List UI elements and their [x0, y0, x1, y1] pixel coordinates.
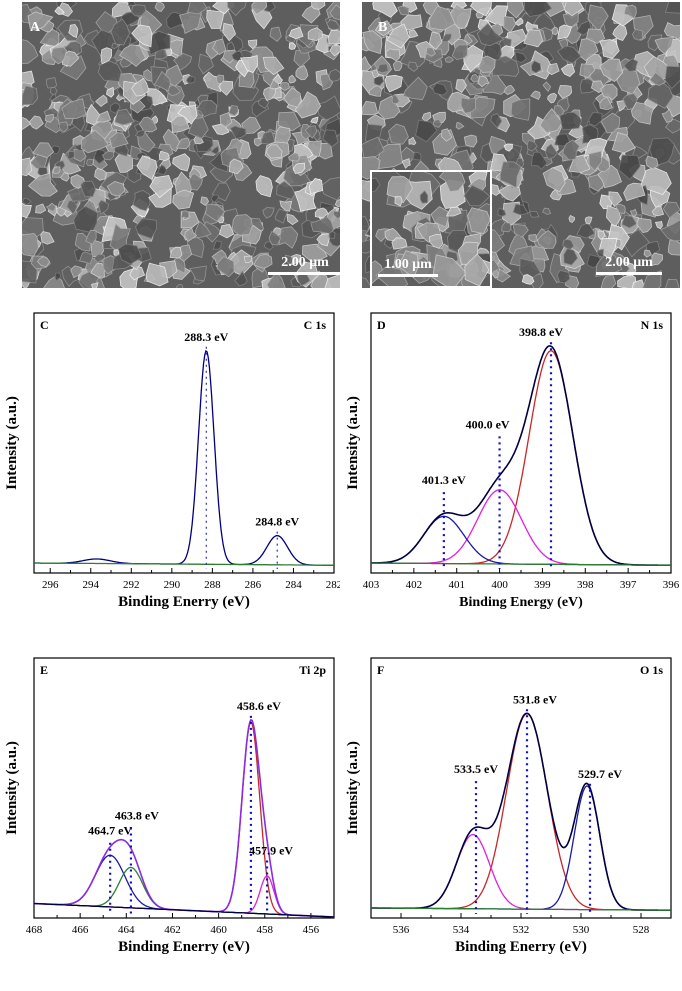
- peak-label: 531.8 eV: [513, 692, 557, 706]
- y-axis-label: Intensity (a.u.): [345, 396, 361, 490]
- xps-panel-f: 536 534 532 530 528 Binding Enerry (eV) Intens…: [345, 657, 672, 955]
- core-level-tag: C 1s: [304, 318, 327, 332]
- envelope-curve: [371, 345, 671, 567]
- scalebar-a: 2.00 μm: [268, 255, 340, 275]
- y-axis-label: Intensity (a.u.): [4, 741, 20, 835]
- peak-label: 458.6 eV: [237, 699, 281, 713]
- peak-label: 457.9 eV: [249, 844, 293, 858]
- baseline-curve: [34, 562, 334, 566]
- baseline-curve: [371, 562, 671, 566]
- sem-image-a: A 2.00 μm: [22, 2, 340, 288]
- panel-letter-b: B: [378, 20, 388, 35]
- x-tick-label: 468: [26, 924, 43, 936]
- peak-label: 464.7 eV: [88, 824, 132, 838]
- scalebar-a-label: 2.00 μm: [281, 255, 329, 270]
- xps-panel-c: 296 294 292 290 288 286 284 282 Binding Enerry (…: [4, 312, 340, 610]
- x-tick-label: 292: [123, 579, 140, 591]
- peak-label: 398.8 eV: [519, 325, 563, 339]
- peak-label: 400.0 eV: [466, 417, 510, 431]
- x-tick-label: 460: [210, 924, 227, 936]
- scalebar-a-bar: [268, 272, 340, 275]
- x-tick-label: 401: [448, 579, 465, 591]
- x-tick-label: 290: [164, 579, 181, 591]
- x-tick-label: 398: [577, 579, 594, 591]
- x-tick-label: 464: [118, 924, 135, 936]
- fit-curve: [371, 785, 671, 911]
- panel-letter-a: A: [30, 20, 41, 35]
- x-tick-label: 400: [491, 579, 508, 591]
- x-tick-label: 528: [633, 924, 650, 936]
- fit-curve: [371, 515, 671, 566]
- inset-scalebar-label: 1.00 μm: [384, 257, 432, 272]
- fit-curve: [371, 350, 671, 566]
- x-tick-label: 296: [42, 579, 59, 591]
- xps-panel-d: 403 402 401 400 399 398 397 396 Binding Energy (…: [345, 312, 680, 610]
- x-axis-label: Binding Enerry (eV): [455, 939, 587, 955]
- plot-frame: [370, 312, 672, 574]
- x-axis-label: Binding Enerry (eV): [118, 939, 250, 955]
- x-tick-label: 396: [663, 579, 680, 591]
- x-tick-label: 282: [326, 579, 340, 591]
- x-tick-label: 458: [257, 924, 274, 936]
- panel-letter: C: [40, 318, 49, 332]
- x-axis-label: Binding Enerry (eV): [118, 594, 250, 610]
- plot-frame: [33, 657, 335, 919]
- plot-frame: [33, 312, 335, 574]
- x-tick-label: 530: [573, 924, 590, 936]
- sem-image-b: B 1.00 μm 2.00 μm: [362, 2, 680, 288]
- panel-letter: D: [377, 318, 386, 332]
- x-tick-label: 284: [285, 579, 302, 591]
- core-level-tag: O 1s: [640, 663, 663, 677]
- x-tick-label: 397: [620, 579, 637, 591]
- x-tick-label: 532: [513, 924, 530, 936]
- x-tick-label: 534: [453, 924, 470, 936]
- scalebar-b-bar: [596, 272, 662, 275]
- x-tick-label: 466: [72, 924, 89, 936]
- core-level-tag: Ti 2p: [299, 663, 326, 677]
- y-axis-label: Intensity (a.u.): [345, 741, 361, 835]
- sem-inset-b: 1.00 μm: [370, 170, 492, 288]
- fit-curve: [371, 712, 671, 911]
- x-tick-label: 402: [406, 579, 423, 591]
- x-tick-label: 462: [164, 924, 181, 936]
- baseline-curve: [33, 902, 335, 918]
- baseline-curve: [371, 907, 671, 911]
- xps-panel-e: 468 466 464 462 460 458 456 Binding Enerry (eV)…: [4, 657, 335, 955]
- x-tick-label: 536: [393, 924, 410, 936]
- y-axis-label: Intensity (a.u.): [4, 396, 20, 490]
- inset-scalebar-bar: [378, 274, 438, 277]
- peak-label: 463.8 eV: [115, 808, 159, 822]
- x-tick-label: 288: [204, 579, 221, 591]
- envelope-curve: [33, 718, 335, 918]
- x-tick-label: 399: [534, 579, 551, 591]
- x-tick-label: 456: [303, 924, 320, 936]
- sem-texture-a: [22, 2, 340, 288]
- fit-curve: [34, 349, 334, 566]
- x-axis-label: Binding Energy (eV): [459, 595, 583, 610]
- x-tick-label: 294: [83, 579, 100, 591]
- peak-label: 288.3 eV: [184, 330, 228, 344]
- inset-scalebar: 1.00 μm: [378, 257, 438, 277]
- fit-curve: [371, 833, 671, 911]
- peak-label: 401.3 eV: [422, 473, 466, 487]
- panel-letter: F: [377, 663, 384, 677]
- peak-label: 529.7 eV: [578, 767, 622, 781]
- fit-curve: [371, 489, 671, 566]
- envelope-curve: [371, 712, 671, 912]
- peak-label: 284.8 eV: [255, 515, 299, 529]
- panel-letter: E: [40, 663, 48, 677]
- core-level-tag: N 1s: [641, 318, 664, 332]
- x-tick-label: 286: [245, 579, 262, 591]
- peak-label: 533.5 eV: [454, 762, 498, 776]
- fit-curve: [33, 854, 335, 918]
- scalebar-b: 2.00 μm: [596, 255, 662, 275]
- scalebar-b-label: 2.00 μm: [605, 255, 653, 270]
- fit-curve: [33, 721, 335, 918]
- x-tick-label: 403: [363, 579, 380, 591]
